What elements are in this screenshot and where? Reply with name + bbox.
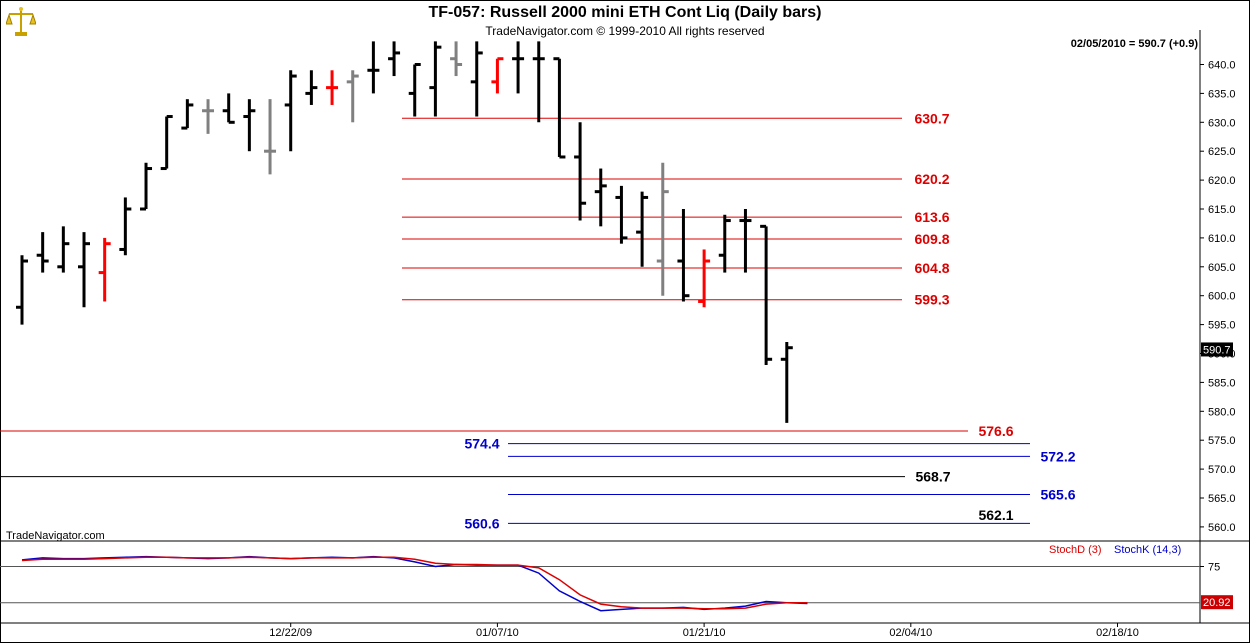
x-tick-label: 12/22/09 (269, 627, 312, 639)
level-label: 562.1 (978, 507, 1013, 523)
level-label: 574.4 (464, 436, 499, 452)
y-tick-label: 600.0 (1208, 291, 1236, 303)
y-tick-label: 595.0 (1208, 320, 1236, 332)
y-tick-label: 580.0 (1208, 406, 1236, 418)
stoch-last-value-label: 20.92 (1203, 597, 1231, 609)
level-label: 568.7 (915, 469, 950, 485)
y-tick-label: 615.0 (1208, 204, 1236, 216)
y-tick-label: 635.0 (1208, 88, 1236, 100)
level-label: 620.2 (914, 171, 949, 187)
y-tick-label: 565.0 (1208, 493, 1236, 505)
last-price-box (1201, 342, 1233, 357)
stoch-legend-d: StochD (3) (1049, 544, 1102, 556)
y-tick-label: 620.0 (1208, 175, 1236, 187)
level-label: 599.3 (914, 292, 949, 308)
x-tick-label: 02/18/10 (1096, 627, 1139, 639)
level-label: 560.6 (464, 515, 499, 531)
level-label: 613.6 (914, 209, 949, 225)
scales-logo-icon (5, 6, 37, 43)
level-label: 609.8 (914, 231, 949, 247)
level-label: 630.7 (914, 110, 949, 126)
copyright-text: TradeNavigator.com © 1999-2010 All right… (485, 24, 765, 38)
y-tick-label: 640.0 (1208, 60, 1236, 72)
x-tick-label: 01/21/10 (683, 627, 726, 639)
y-tick-label: 605.0 (1208, 262, 1236, 274)
level-label: 572.2 (1040, 448, 1075, 464)
y-tick-label: 585.0 (1208, 377, 1236, 389)
x-tick-label: 01/07/10 (476, 627, 519, 639)
stoch-series-line (21, 556, 808, 610)
level-label: 604.8 (914, 260, 949, 276)
stoch-legend-k: StochK (14,3) (1114, 544, 1181, 556)
y-tick-label: 610.0 (1208, 233, 1236, 245)
y-tick-label: 575.0 (1208, 435, 1236, 447)
y-tick-label: 560.0 (1208, 522, 1236, 534)
level-label: 565.6 (1040, 487, 1075, 503)
y-tick-label: 630.0 (1208, 117, 1236, 129)
y-tick-label: 625.0 (1208, 146, 1236, 158)
y-tick-label: 570.0 (1208, 464, 1236, 476)
chart-title: TF-057: Russell 2000 mini ETH Cont Liq (… (428, 4, 822, 21)
level-label: 576.6 (978, 423, 1013, 439)
stoch-last-value-box (1201, 595, 1233, 610)
last-price-label: 590.7 (1203, 344, 1231, 356)
last-quote: 02/05/2010 = 590.7 (+0.9) (1070, 38, 1198, 50)
stoch-y-tick-label: 75 (1208, 562, 1220, 574)
x-tick-label: 02/04/10 (889, 627, 932, 639)
watermark-text: TradeNavigator.com (6, 530, 105, 542)
